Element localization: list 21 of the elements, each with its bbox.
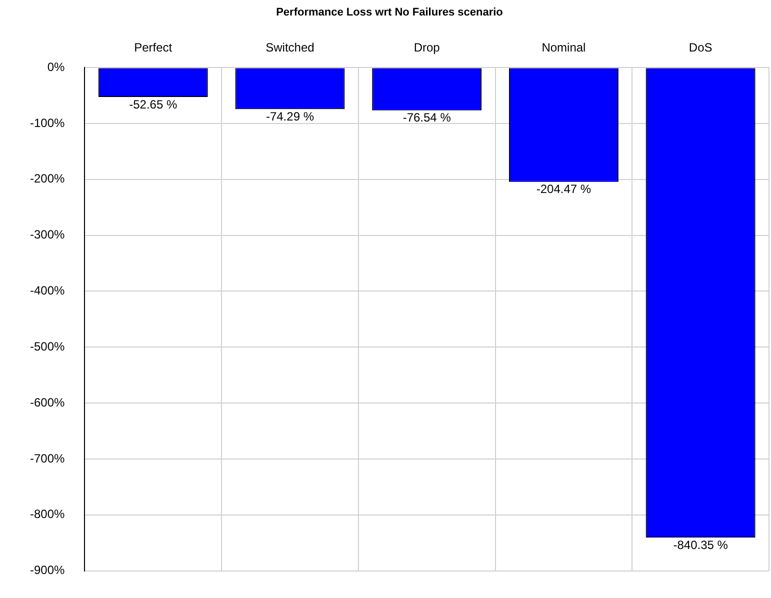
x-tick-label: DoS	[688, 40, 712, 55]
y-tick-label: -100%	[30, 116, 66, 130]
data-label: -52.65 %	[129, 97, 178, 112]
y-tick-label: -200%	[30, 172, 66, 186]
x-tick-label: Perfect	[134, 40, 173, 55]
x-tick-label: Nominal	[542, 40, 586, 55]
y-tick-label: -300%	[30, 228, 66, 242]
x-tick-label: Switched	[266, 40, 314, 55]
y-tick-label: -800%	[30, 507, 66, 522]
chart-title: Performance Loss wrt No Failures scenario	[276, 6, 504, 19]
data-label: -840.35 %	[673, 538, 728, 552]
data-label: -76.54 %	[402, 110, 452, 125]
y-tick-label: -500%	[30, 339, 66, 354]
x-tick-label: Drop	[414, 40, 440, 55]
y-tick-label: -600%	[30, 395, 66, 410]
y-tick-label: -400%	[30, 284, 66, 298]
y-tick-label: -700%	[30, 451, 66, 466]
data-label: -74.29 %	[266, 109, 314, 124]
y-tick-label: -900%	[30, 563, 66, 578]
y-tick-label: 0%	[47, 60, 66, 74]
data-label: -204.47 %	[536, 182, 592, 196]
